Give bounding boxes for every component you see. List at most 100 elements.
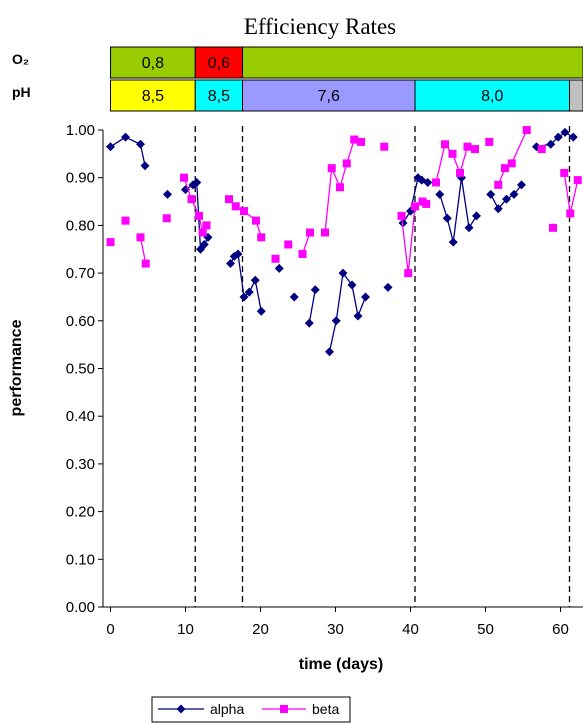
y-axis-title: performance — [8, 319, 25, 416]
alpha-point — [226, 259, 235, 269]
beta-point — [485, 137, 494, 146]
legend-label-alpha: alpha — [210, 701, 244, 717]
y-tick-label: 0.30 — [66, 456, 95, 473]
alpha-point — [250, 275, 260, 285]
beta-point — [350, 135, 359, 144]
alpha-point — [347, 280, 357, 290]
alpha-point — [136, 139, 145, 149]
beta-point — [441, 140, 449, 149]
alpha-point — [256, 306, 266, 316]
chart-title: Efficiency Rates — [244, 14, 396, 39]
alpha-point — [106, 142, 115, 152]
alpha-point — [502, 194, 511, 204]
alpha-point — [192, 177, 202, 187]
axis-ticks: 0.00 0.10 0.20 0.30 0.40 0.50 0.60 0.70 0.80 0.90… — [66, 122, 569, 638]
x-axis-title: time (days) — [299, 656, 383, 673]
beta-point — [566, 209, 575, 218]
x-tick-label: 30 — [327, 621, 344, 638]
band-segment-1-4 — [569, 79, 583, 112]
alpha-line-segment — [110, 136, 146, 166]
beta-line-segment — [497, 129, 528, 186]
beta-point — [573, 176, 582, 185]
band-segment-0-0 — [110, 46, 196, 79]
alpha-point — [361, 292, 370, 302]
alpha-point — [353, 311, 363, 321]
band-value-1-3: 8,0 — [481, 88, 503, 105]
band-label-1: pH — [12, 84, 31, 100]
beta-point — [257, 233, 266, 242]
beta-point — [342, 159, 351, 168]
beta-point — [136, 233, 145, 242]
beta-point — [463, 142, 472, 151]
series-beta — [106, 126, 582, 278]
alpha-point — [274, 263, 284, 273]
beta-point — [306, 228, 314, 237]
beta-point — [456, 168, 464, 177]
y-tick-label: 0.60 — [66, 313, 95, 330]
alpha-line-segment — [308, 289, 316, 324]
beta-point — [411, 202, 419, 211]
band-segment-1-0 — [110, 79, 196, 112]
alpha-point — [163, 189, 172, 199]
beta-point — [422, 199, 431, 208]
legend-label-beta: beta — [312, 701, 339, 717]
alpha-point — [435, 189, 445, 199]
x-tick-label: 40 — [402, 621, 419, 638]
alpha-point — [448, 237, 458, 247]
beta-point — [397, 211, 406, 220]
y-tick-label: 0.00 — [66, 599, 95, 616]
y-tick-label: 0.20 — [66, 504, 95, 521]
y-tick-label: 0.50 — [66, 361, 95, 378]
band-value-0-0: 0,8 — [142, 55, 164, 72]
legend-marker-alpha — [176, 704, 186, 714]
alpha-point — [140, 161, 150, 171]
series-alpha — [106, 127, 578, 357]
beta-point — [448, 149, 457, 158]
alpha-point — [398, 218, 408, 228]
beta-point — [252, 216, 260, 225]
beta-point — [494, 180, 503, 189]
band-value-1-0: 8,5 — [142, 88, 164, 105]
band-value-0-1: 0,6 — [208, 55, 230, 72]
alpha-point — [199, 239, 209, 249]
alpha-point — [472, 211, 481, 221]
alpha-point — [310, 285, 320, 295]
alpha-point — [464, 223, 474, 233]
x-tick-label: 10 — [177, 621, 194, 638]
alpha-point — [423, 177, 433, 187]
beta-point — [507, 159, 516, 168]
alpha-point — [486, 189, 496, 199]
alpha-point — [289, 292, 299, 302]
alpha-point — [553, 132, 563, 142]
alpha-point — [304, 318, 314, 328]
beta-point — [321, 228, 329, 237]
data-series — [106, 126, 582, 357]
y-tick-label: 0.40 — [66, 408, 95, 425]
legend-marker-beta — [280, 705, 288, 713]
alpha-point — [338, 268, 348, 278]
beta-point — [471, 145, 479, 154]
beta-point — [537, 145, 546, 154]
band-segment-1-2 — [242, 79, 416, 112]
chart-legend: alpha beta — [151, 696, 351, 723]
y-tick-label: 1.00 — [66, 122, 95, 139]
band-value-1-2: 7,6 — [318, 88, 340, 105]
beta-point — [195, 211, 203, 220]
beta-point — [180, 173, 188, 182]
beta-point — [240, 207, 248, 216]
alpha-point — [239, 292, 249, 302]
alpha-point — [383, 282, 393, 292]
y-tick-label: 0.10 — [66, 551, 95, 568]
x-tick-label: 20 — [252, 621, 269, 638]
beta-point — [501, 164, 509, 173]
alpha-point — [233, 249, 243, 259]
band-segment-0-2 — [242, 46, 583, 79]
beta-point — [187, 195, 196, 204]
beta-point — [522, 126, 531, 134]
y-tick-label: 0.80 — [66, 217, 95, 234]
alpha-line-segment — [439, 177, 478, 243]
alpha-point — [442, 213, 452, 223]
band-segment-0-1 — [194, 46, 243, 79]
beta-point — [560, 168, 569, 177]
